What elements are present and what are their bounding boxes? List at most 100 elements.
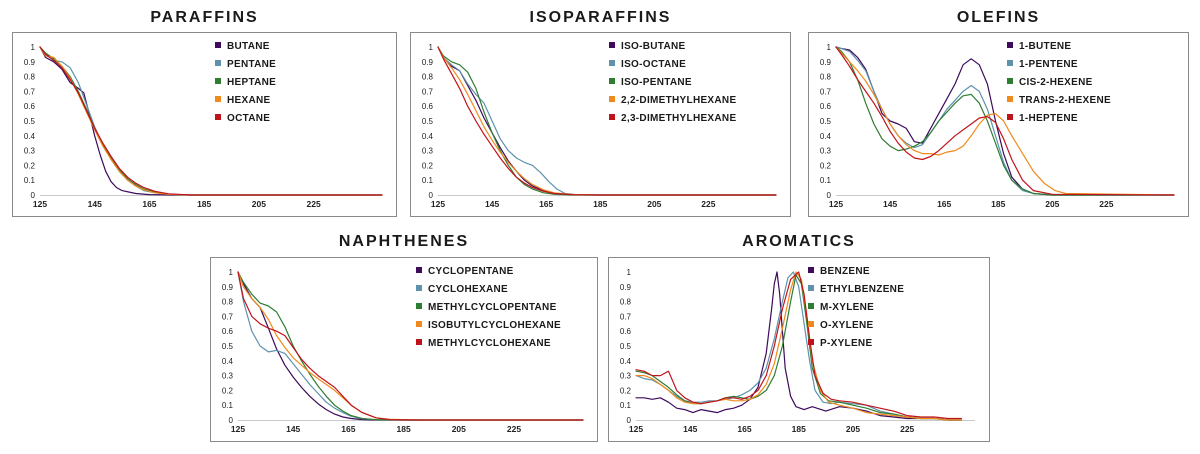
y-tick-label: 0 <box>827 191 832 200</box>
y-tick-label: 0.6 <box>422 102 434 111</box>
x-tick-label: 225 <box>701 199 715 209</box>
legend-label: METHYLCYCLOHEXANE <box>428 338 551 349</box>
y-tick-label: 0.3 <box>222 372 234 381</box>
series-line-o-xylene <box>635 271 962 421</box>
x-tick-label: 145 <box>683 424 697 434</box>
legend-label: 2,3-DIMETHYLHEXANE <box>621 113 736 124</box>
series-line-cis-2-hexene <box>835 46 1175 196</box>
legend-label: P-XYLENE <box>820 338 872 349</box>
x-tick-label: 185 <box>593 199 607 209</box>
x-tick-label: 125 <box>629 424 643 434</box>
y-tick-label: 0.5 <box>620 342 632 351</box>
legend-label: TRANS-2-HEXENE <box>1019 95 1111 106</box>
y-tick-label: 0.8 <box>820 73 832 82</box>
y-tick-label: 0.4 <box>820 132 832 141</box>
y-tick-label: 0.3 <box>820 147 832 156</box>
legend-label: ISOBUTYLCYCLOHEXANE <box>428 320 561 331</box>
y-tick-label: 0.4 <box>222 357 234 366</box>
legend-label: HEPTANE <box>227 77 276 88</box>
y-tick-label: 0.5 <box>24 117 36 126</box>
x-tick-label: 165 <box>142 199 156 209</box>
legend-label: HEXANE <box>227 95 271 106</box>
legend-label: 2,2-DIMETHYLHEXANE <box>621 95 736 106</box>
chart-frame: 0 0.1 0.2 0.3 0.4 0.5 0.6 0.7 0.8 0.9 1 125 145 165 18… <box>210 257 598 442</box>
y-tick-label: 0 <box>229 416 234 425</box>
x-tick-label: 145 <box>883 199 897 209</box>
legend-swatch-hexane <box>215 96 221 102</box>
chart-panel-paraffins: PARAFFINS 0 0.1 0.2 0.3 0.4 0.5 0.6 0.7 0.8 0.9 1 1… <box>12 9 397 217</box>
legend-label: CYCLOHEXANE <box>428 284 508 295</box>
legend-swatch-p-xylene <box>808 339 814 345</box>
legend-swatch-isobutylcyclohexane <box>416 321 422 327</box>
x-tick-label: 205 <box>452 424 466 434</box>
series-line-1-heptene <box>835 46 1175 196</box>
legend-label: BUTANE <box>227 41 270 52</box>
series-line-methylcyclohexane <box>237 271 584 421</box>
chart-frame: 0 0.1 0.2 0.3 0.4 0.5 0.6 0.7 0.8 0.9 1 125 145 165 18… <box>608 257 990 442</box>
legend-swatch-1-butene <box>1007 42 1013 48</box>
series-line-benzene <box>635 271 962 421</box>
legend-swatch-1-heptene <box>1007 114 1013 120</box>
legend-swatch-cyclohexane <box>416 285 422 291</box>
legend-swatch-benzene <box>808 267 814 273</box>
legend-label: M-XYLENE <box>820 302 874 313</box>
line-chart-isoparaffins: 0 0.1 0.2 0.3 0.4 0.5 0.6 0.7 0.8 0.9 1 125 145 165 18… <box>422 41 777 209</box>
legend-swatch-iso-butane <box>609 42 615 48</box>
y-tick-label: 0.5 <box>820 117 832 126</box>
x-tick-label: 145 <box>88 199 102 209</box>
chart-title: ISOPARAFFINS <box>529 9 672 26</box>
y-tick-label: 0.1 <box>222 401 234 410</box>
y-tick-label: 0.4 <box>422 132 434 141</box>
series-line-trans-2-hexene <box>835 46 1175 196</box>
y-tick-label: 0.9 <box>24 58 36 67</box>
x-tick-label: 185 <box>397 424 411 434</box>
legend-label: 1-BUTENE <box>1019 41 1071 52</box>
y-tick-label: 0 <box>627 416 632 425</box>
legend-swatch-iso-octane <box>609 60 615 66</box>
legend-label: ISO-OCTANE <box>621 59 686 70</box>
chart-panel-isoparaffins: ISOPARAFFINS 0 0.1 0.2 0.3 0.4 0.5 0.6 0.7 0.8 0.… <box>410 9 791 217</box>
series-line-1-pentene <box>835 46 1175 196</box>
y-tick-label: 1 <box>627 268 632 277</box>
chart-title: OLEFINS <box>956 9 1041 26</box>
chart-frame: 0 0.1 0.2 0.3 0.4 0.5 0.6 0.7 0.8 0.9 1 125 145 165 18… <box>410 32 791 217</box>
y-tick-label: 0.3 <box>620 372 632 381</box>
legend-swatch-butane <box>215 42 221 48</box>
legend-swatch-cyclopentane <box>416 267 422 273</box>
legend-swatch-methylcyclopentane <box>416 303 422 309</box>
x-tick-label: 205 <box>252 199 266 209</box>
series-line-octane <box>39 46 383 196</box>
y-tick-label: 0.1 <box>422 176 434 185</box>
y-tick-label: 1 <box>429 43 434 52</box>
y-tick-label: 1 <box>827 43 832 52</box>
x-tick-label: 185 <box>991 199 1005 209</box>
x-tick-label: 185 <box>197 199 211 209</box>
legend-swatch-1-pentene <box>1007 60 1013 66</box>
series-line-methylcyclopentane <box>237 271 584 421</box>
legend-swatch-octane <box>215 114 221 120</box>
series-line-m-xylene <box>635 274 962 421</box>
legend-swatch-trans-2-hexene <box>1007 96 1013 102</box>
legend-swatch-methylcyclohexane <box>416 339 422 345</box>
legend-swatch-cis-2-hexene <box>1007 78 1013 84</box>
x-tick-label: 145 <box>286 424 300 434</box>
line-chart-naphthenes: 0 0.1 0.2 0.3 0.4 0.5 0.6 0.7 0.8 0.9 1 125 145 165 18… <box>222 266 584 434</box>
legend-label: BENZENE <box>820 266 870 277</box>
y-tick-label: 0.2 <box>620 386 632 395</box>
legend-label: OCTANE <box>227 113 270 124</box>
chart-frame: 0 0.1 0.2 0.3 0.4 0.5 0.6 0.7 0.8 0.9 1 125 145 165 18… <box>12 32 397 217</box>
y-tick-label: 0.6 <box>222 327 234 336</box>
y-tick-label: 0.9 <box>820 58 832 67</box>
legend-label: CYCLOPENTANE <box>428 266 514 277</box>
y-tick-label: 0.1 <box>820 176 832 185</box>
y-tick-label: 0.3 <box>422 147 434 156</box>
y-tick-label: 0.1 <box>620 401 632 410</box>
x-tick-label: 125 <box>829 199 843 209</box>
y-tick-label: 0.4 <box>620 357 632 366</box>
legend-swatch-m-xylene <box>808 303 814 309</box>
legend-swatch-heptane <box>215 78 221 84</box>
y-tick-label: 0 <box>31 191 36 200</box>
y-tick-label: 0.6 <box>24 102 36 111</box>
y-tick-label: 0.8 <box>24 73 36 82</box>
chart-panel-naphthenes: NAPHTHENES 0 0.1 0.2 0.3 0.4 0.5 0.6 0.7 0.8 0.9 1… <box>210 233 598 443</box>
